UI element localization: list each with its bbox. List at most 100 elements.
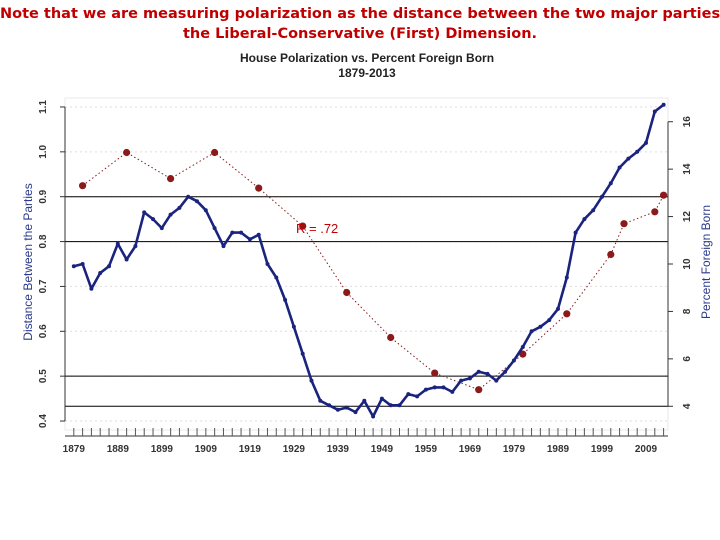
polarization-point <box>371 414 376 419</box>
x-tick-label: 1999 <box>591 444 614 455</box>
series-layer <box>71 102 668 419</box>
y2-tick-label: 10 <box>682 258 693 270</box>
x-tick-label: 1959 <box>415 444 438 455</box>
polarization-point <box>89 286 94 291</box>
x-tick-label: 1969 <box>459 444 482 455</box>
y-axis-label: Distance Between the Parties <box>21 183 35 340</box>
foreign-born-point <box>167 175 175 183</box>
y2-tick-label: 4 <box>682 403 693 409</box>
polarization-point <box>415 394 420 399</box>
polarization-point <box>564 275 569 280</box>
note-line-2: the Liberal-Conservative (First) Dimensi… <box>182 26 538 42</box>
y-tick-label: 0.9 <box>38 189 49 203</box>
polarization-point <box>168 212 173 217</box>
y-tick-label: 1.0 <box>38 144 49 158</box>
polarization-point <box>362 398 367 403</box>
polarization-point <box>309 378 314 383</box>
axes: 0.4 0.5 0.6 0.7 0.8 0.9 1.0 1.1 4 6 8 10 12 14 16 1879 1… <box>38 100 693 455</box>
polarization-point <box>467 376 472 381</box>
polarization-point <box>600 194 604 199</box>
x-tick-label: 1929 <box>283 444 306 455</box>
polarization-point <box>115 241 120 246</box>
polarization-point <box>388 403 393 408</box>
foreign-born-point <box>431 369 439 377</box>
foreign-born-point <box>475 386 483 394</box>
polarization-point <box>573 230 578 235</box>
y2-tick-label: 14 <box>682 163 693 175</box>
polarization-point <box>661 102 666 107</box>
polarization-point <box>511 358 516 363</box>
polarization-point <box>133 244 138 249</box>
polarization-point <box>494 378 499 383</box>
polarization-point <box>203 208 208 213</box>
foreign-born-point <box>255 184 263 192</box>
foreign-born-point <box>299 222 307 230</box>
polarization-point <box>335 407 340 412</box>
x-tick-label: 1919 <box>239 444 262 455</box>
polarization-point <box>538 324 543 329</box>
polarization-point <box>300 351 305 356</box>
polarization-point <box>239 230 244 235</box>
note-line-1: Note that we are measuring polarization … <box>0 6 720 22</box>
note-text: Note that we are measuring polarization … <box>0 4 720 44</box>
polarization-point <box>626 156 631 161</box>
chart-title: House Polarization vs. Percent Foreign B… <box>240 51 494 65</box>
y-tick-label: 1.1 <box>38 100 49 114</box>
y2-axis-label: Percent Foreign Born <box>699 205 713 319</box>
polarization-point <box>230 230 235 235</box>
polarization-point <box>644 140 648 145</box>
y2-tick-label: 12 <box>682 211 693 223</box>
x-tick-label: 1889 <box>107 444 130 455</box>
polarization-point <box>212 226 217 231</box>
y-tick-label: 0.8 <box>38 234 49 248</box>
polarization-point <box>547 318 552 323</box>
plot-area <box>64 97 669 431</box>
polarization-point <box>476 369 481 374</box>
polarization-point <box>459 378 464 383</box>
polarization-point <box>327 403 332 408</box>
foreign-born-point <box>79 182 87 190</box>
polarization-point <box>556 306 560 311</box>
x-tick-label: 1879 <box>63 444 86 455</box>
x-tick-label: 2009 <box>635 444 658 455</box>
x-tick-label: 1979 <box>503 444 526 455</box>
y-tick-label: 0.6 <box>38 324 49 338</box>
polarization-point <box>71 264 76 269</box>
polarization-point <box>195 199 199 204</box>
polarization-point <box>256 232 261 237</box>
foreign-born-point <box>563 310 571 318</box>
chart-subtitle: 1879-2013 <box>338 66 396 80</box>
foreign-born-point <box>211 148 219 157</box>
polarization-point <box>151 217 155 222</box>
foreign-born-line <box>82 151 665 391</box>
x-tick-label: 1989 <box>547 444 570 455</box>
polarization-point <box>265 262 270 266</box>
polarization-point <box>635 149 640 154</box>
polarization-point <box>318 398 323 403</box>
polarization-point <box>124 257 129 262</box>
polarization-point <box>397 403 402 408</box>
polarization-point <box>503 369 508 374</box>
polarization-point <box>485 371 490 376</box>
polarization-point <box>608 181 613 186</box>
polarization-point <box>379 396 384 401</box>
y-tick-label: 0.7 <box>38 279 49 293</box>
y-tick-label: 0.4 <box>38 414 49 428</box>
polarization-point <box>159 226 164 231</box>
polarization-point <box>432 385 437 390</box>
polarization-point <box>617 165 622 170</box>
foreign-born-point <box>519 350 527 358</box>
polarization-point <box>221 244 226 249</box>
y2-tick-label: 8 <box>682 308 693 314</box>
polarization-point <box>582 217 587 222</box>
x-tick-label: 1939 <box>327 444 350 455</box>
foreign-born-point <box>620 220 628 228</box>
foreign-born-point <box>387 333 395 342</box>
foreign-born-point <box>123 148 131 157</box>
polarization-point <box>344 405 349 410</box>
polarization-point <box>423 387 428 392</box>
x-tick-label: 1949 <box>371 444 394 455</box>
y2-tick-label: 6 <box>682 356 693 362</box>
grid-lines <box>65 106 668 422</box>
